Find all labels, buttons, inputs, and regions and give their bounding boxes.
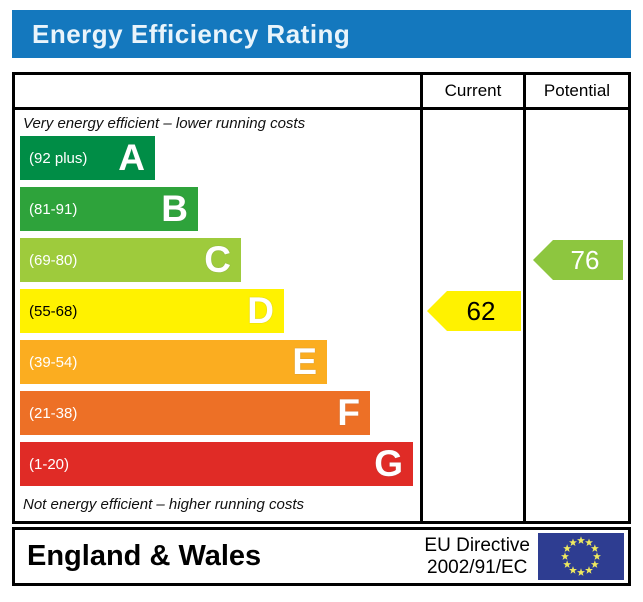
band-row-F: (21-38) F bbox=[20, 391, 370, 435]
band-range-label: (1-20) bbox=[29, 455, 70, 473]
potential-column-divider bbox=[523, 75, 526, 521]
band-row-E: (39-54) E bbox=[20, 340, 327, 384]
band-range-label: (21-38) bbox=[29, 404, 78, 422]
current-rating-arrow: 62 bbox=[427, 291, 521, 331]
current-column-divider bbox=[420, 75, 423, 521]
potential-rating-arrow: 76 bbox=[533, 240, 623, 280]
band-range-label: (92 plus) bbox=[29, 149, 88, 167]
band-row-B: (81-91) B bbox=[20, 187, 198, 231]
eu-directive-line1: EU Directive bbox=[424, 534, 530, 556]
band-letter: G bbox=[374, 443, 403, 484]
band-letter: D bbox=[247, 290, 274, 331]
band-letter: C bbox=[204, 239, 231, 280]
band-row-D: (55-68) D bbox=[20, 289, 284, 333]
band-letter: A bbox=[118, 137, 145, 178]
bottom-annotation: Not energy efficient – higher running co… bbox=[23, 496, 304, 513]
eu-directive-line2: 2002/91/EC bbox=[427, 556, 528, 578]
band-letter: E bbox=[292, 341, 317, 382]
footer-bar: England & Wales EU Directive 2002/91/EC bbox=[12, 527, 631, 586]
band-range-label: (39-54) bbox=[29, 353, 78, 371]
eu-flag-icon bbox=[538, 533, 624, 580]
band-range-label: (81-91) bbox=[29, 200, 78, 218]
band-range-label: (69-80) bbox=[29, 251, 78, 269]
eu-directive-label: EU Directive 2002/91/EC bbox=[424, 535, 530, 579]
current-column-header: Current bbox=[444, 81, 502, 100]
header-row-divider bbox=[15, 107, 628, 110]
region-label: England & Wales bbox=[27, 540, 262, 572]
band-letter: B bbox=[161, 188, 188, 229]
band-row-C: (69-80) C bbox=[20, 238, 241, 282]
band-row-G: (1-20) G bbox=[20, 442, 413, 486]
top-annotation: Very energy efficient – lower running co… bbox=[23, 115, 306, 132]
rating-table: Current Potential Very energy efficient … bbox=[12, 72, 631, 524]
chart-title: Energy Efficiency Rating bbox=[32, 18, 351, 49]
band-letter: F bbox=[337, 392, 360, 433]
potential-column-header: Potential bbox=[543, 81, 611, 100]
band-range-label: (55-68) bbox=[29, 302, 78, 320]
band-row-A: (92 plus) A bbox=[20, 136, 155, 180]
chart-title-bar: Energy Efficiency Rating bbox=[12, 10, 631, 58]
